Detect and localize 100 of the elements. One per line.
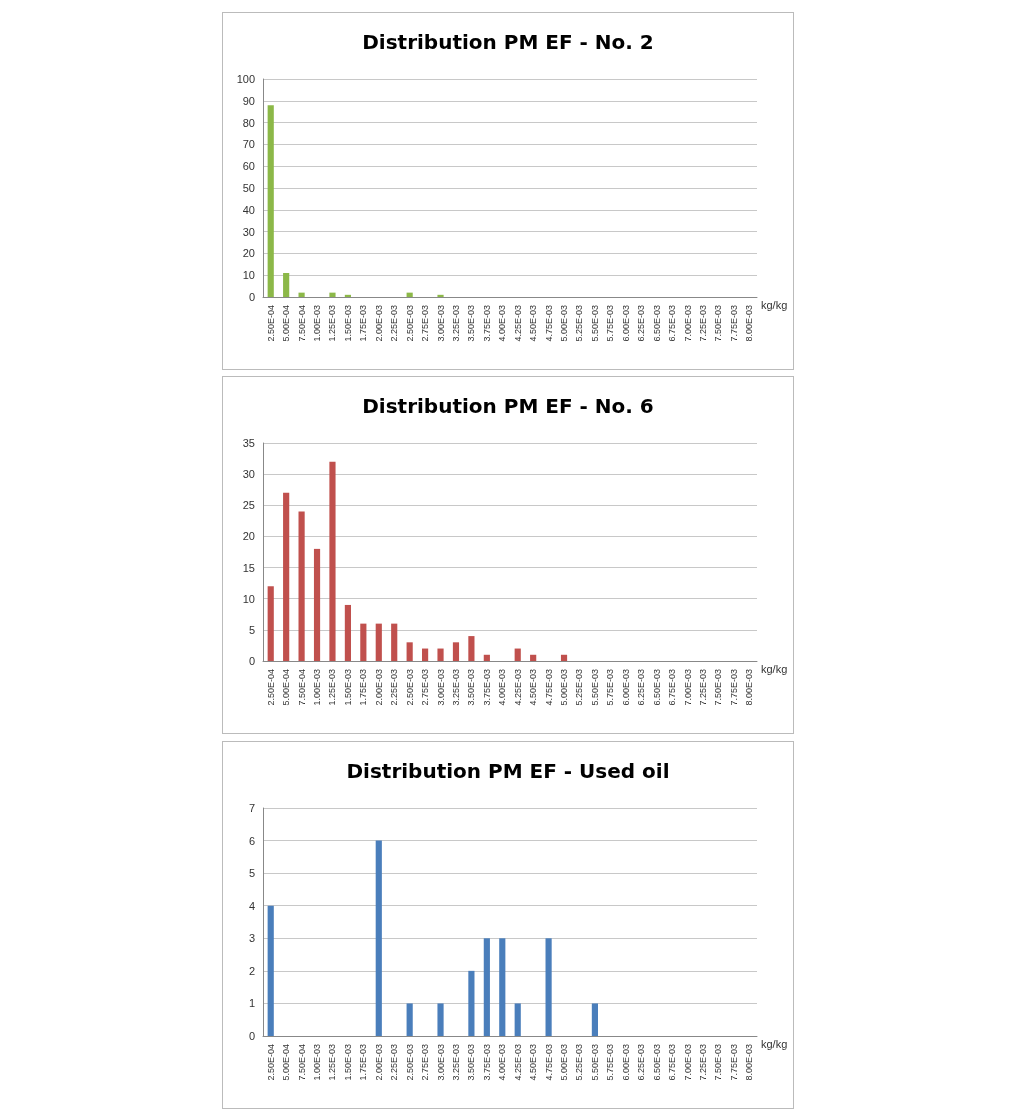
x-tick-label: 1.75E-03 bbox=[358, 305, 369, 342]
bar bbox=[344, 294, 351, 297]
x-tick-label: 5.00E-04 bbox=[281, 1044, 292, 1081]
x-tick-label: 6.00E-03 bbox=[620, 305, 631, 342]
x-tick-label: 1.25E-03 bbox=[327, 305, 338, 342]
x-axis-title: kg/kg bbox=[761, 298, 788, 311]
bar bbox=[406, 1003, 413, 1036]
x-tick-label: 4.25E-03 bbox=[512, 1044, 523, 1081]
bar bbox=[437, 648, 444, 661]
bar bbox=[468, 970, 475, 1036]
x-tick-label: 7.50E-03 bbox=[713, 1044, 724, 1081]
x-tick-label: 7.50E-04 bbox=[296, 669, 307, 706]
y-tick-label: 80 bbox=[242, 116, 255, 129]
x-tick-label: 2.75E-03 bbox=[420, 669, 431, 706]
y-tick-label: 1 bbox=[248, 997, 255, 1010]
x-tick-label: 7.00E-03 bbox=[682, 1044, 693, 1081]
bar bbox=[283, 273, 290, 297]
x-tick-label: 3.75E-03 bbox=[481, 669, 492, 706]
x-tick-label: 1.00E-03 bbox=[312, 669, 323, 706]
bar bbox=[560, 654, 568, 661]
x-tick-label: 2.25E-03 bbox=[389, 1044, 400, 1081]
bar bbox=[406, 642, 413, 661]
x-tick-label: 4.25E-03 bbox=[512, 305, 523, 342]
bar bbox=[267, 586, 274, 661]
x-tick-label: 1.75E-03 bbox=[358, 1044, 369, 1081]
x-tick-label: 2.50E-03 bbox=[404, 1044, 415, 1081]
x-tick-label: 5.75E-03 bbox=[605, 669, 616, 706]
bar bbox=[545, 938, 552, 1036]
x-tick-label: 4.00E-03 bbox=[497, 1044, 508, 1081]
x-tick-label: 1.25E-03 bbox=[327, 1044, 338, 1081]
y-tick-label: 3 bbox=[248, 932, 255, 945]
x-tick-label: 2.75E-03 bbox=[420, 1044, 431, 1081]
y-tick-label: 0 bbox=[248, 291, 255, 303]
x-tick-label: 2.50E-03 bbox=[404, 305, 415, 342]
x-tick-label: 1.50E-03 bbox=[342, 305, 353, 342]
y-tick-label: 0 bbox=[248, 655, 255, 667]
x-tick-label: 4.50E-03 bbox=[528, 305, 539, 342]
y-tick-label: 0 bbox=[248, 1030, 255, 1042]
x-tick-label: 6.00E-03 bbox=[620, 669, 631, 706]
x-tick-label: 4.75E-03 bbox=[543, 305, 554, 342]
bar bbox=[375, 840, 382, 1036]
y-tick-label: 30 bbox=[242, 225, 255, 238]
x-tick-label: 7.25E-03 bbox=[697, 669, 708, 706]
x-tick-label: 6.50E-03 bbox=[651, 669, 662, 706]
x-tick-label: 7.75E-03 bbox=[728, 305, 739, 342]
x-tick-label: 1.50E-03 bbox=[342, 1044, 353, 1081]
bar bbox=[298, 511, 305, 661]
x-tick-label: 7.00E-03 bbox=[682, 669, 693, 706]
x-tick-label: 3.50E-03 bbox=[466, 305, 477, 342]
x-tick-label: 5.75E-03 bbox=[605, 1044, 616, 1081]
bar bbox=[313, 548, 321, 661]
x-tick-label: 5.50E-03 bbox=[589, 669, 600, 706]
bar bbox=[329, 461, 336, 661]
bar bbox=[329, 292, 336, 297]
x-tick-label: 5.25E-03 bbox=[574, 1044, 585, 1081]
y-tick-label: 60 bbox=[242, 160, 255, 173]
x-tick-label: 4.00E-03 bbox=[497, 305, 508, 342]
x-tick-label: 3.75E-03 bbox=[481, 305, 492, 342]
bar bbox=[514, 1003, 521, 1036]
x-tick-label: 5.50E-03 bbox=[589, 1044, 600, 1081]
x-axis-title: kg/kg bbox=[761, 662, 788, 675]
bar bbox=[267, 905, 274, 1036]
x-tick-label: 3.00E-03 bbox=[435, 669, 446, 706]
x-tick-label: 8.00E-03 bbox=[744, 305, 755, 342]
x-tick-label: 5.50E-03 bbox=[589, 305, 600, 342]
chart-title: Distribution PM EF - Used oil bbox=[346, 759, 670, 783]
y-tick-label: 10 bbox=[242, 592, 255, 605]
y-tick-label: 5 bbox=[248, 867, 255, 880]
x-tick-label: 2.50E-04 bbox=[265, 305, 276, 342]
x-tick-label: 4.75E-03 bbox=[543, 1044, 554, 1081]
y-tick-label: 15 bbox=[242, 561, 255, 574]
x-tick-label: 4.00E-03 bbox=[497, 669, 508, 706]
x-tick-label: 3.75E-03 bbox=[481, 1044, 492, 1081]
y-tick-label: 40 bbox=[242, 203, 255, 216]
x-tick-label: 6.25E-03 bbox=[636, 1044, 647, 1081]
bar bbox=[391, 623, 398, 661]
y-tick-label: 70 bbox=[242, 138, 255, 151]
x-tick-label: 4.25E-03 bbox=[512, 669, 523, 706]
x-tick-label: 4.50E-03 bbox=[528, 669, 539, 706]
y-tick-label: 30 bbox=[242, 468, 255, 481]
x-tick-label: 2.25E-03 bbox=[389, 305, 400, 342]
x-tick-label: 6.75E-03 bbox=[667, 305, 678, 342]
x-tick-label: 1.50E-03 bbox=[342, 669, 353, 706]
y-tick-label: 2 bbox=[248, 964, 255, 977]
bar bbox=[452, 642, 460, 661]
x-tick-label: 2.00E-03 bbox=[373, 305, 384, 342]
x-tick-label: 5.25E-03 bbox=[574, 305, 585, 342]
x-tick-label: 3.00E-03 bbox=[435, 1044, 446, 1081]
bar bbox=[375, 623, 382, 661]
chart-title: Distribution PM EF - No. 2 bbox=[362, 30, 654, 54]
x-tick-label: 6.25E-03 bbox=[636, 305, 647, 342]
x-tick-label: 4.50E-03 bbox=[528, 1044, 539, 1081]
bar bbox=[267, 105, 274, 297]
x-tick-label: 2.50E-04 bbox=[265, 1044, 276, 1081]
x-tick-label: 6.75E-03 bbox=[667, 1044, 678, 1081]
x-tick-label: 1.00E-03 bbox=[312, 1044, 323, 1081]
bar bbox=[468, 636, 475, 661]
bar bbox=[483, 654, 490, 661]
x-tick-label: 7.75E-03 bbox=[728, 669, 739, 706]
x-tick-label: 7.75E-03 bbox=[728, 1044, 739, 1081]
